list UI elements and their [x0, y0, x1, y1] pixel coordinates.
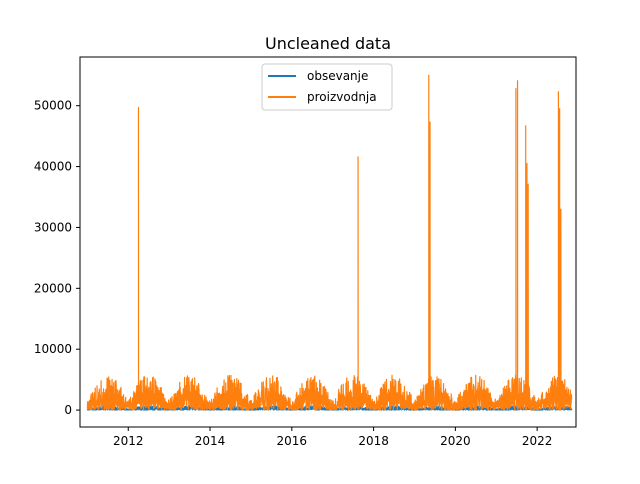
axes-frame [79, 56, 577, 428]
y-tick-label: 40000 [34, 160, 72, 174]
series-line-proizvodnja [86, 74, 573, 411]
y-tick-label: 50000 [34, 99, 72, 113]
plot-area [86, 74, 573, 411]
x-tick-label: 2012 [113, 434, 144, 448]
chart-title: Uncleaned data [265, 34, 391, 53]
y-tick-label: 20000 [34, 281, 72, 295]
y-tick-label: 10000 [34, 342, 72, 356]
y-tick-label: 0 [64, 403, 72, 417]
x-axis: 2012 2014 2016 2018 2020 2022 [113, 427, 552, 448]
x-tick-label: 2016 [277, 434, 308, 448]
x-tick-label: 2022 [522, 434, 553, 448]
x-tick-label: 2014 [195, 434, 226, 448]
x-tick-label: 2018 [358, 434, 389, 448]
y-axis: 0 10000 20000 30000 40000 50000 [34, 99, 80, 417]
legend: obsevanje proizvodnja [261, 63, 393, 111]
y-tick-label: 30000 [34, 220, 72, 234]
legend-label-obsevanje: obsevanje [307, 69, 368, 83]
x-tick-label: 2020 [440, 434, 471, 448]
legend-label-proizvodnja: proizvodnja [307, 90, 377, 104]
